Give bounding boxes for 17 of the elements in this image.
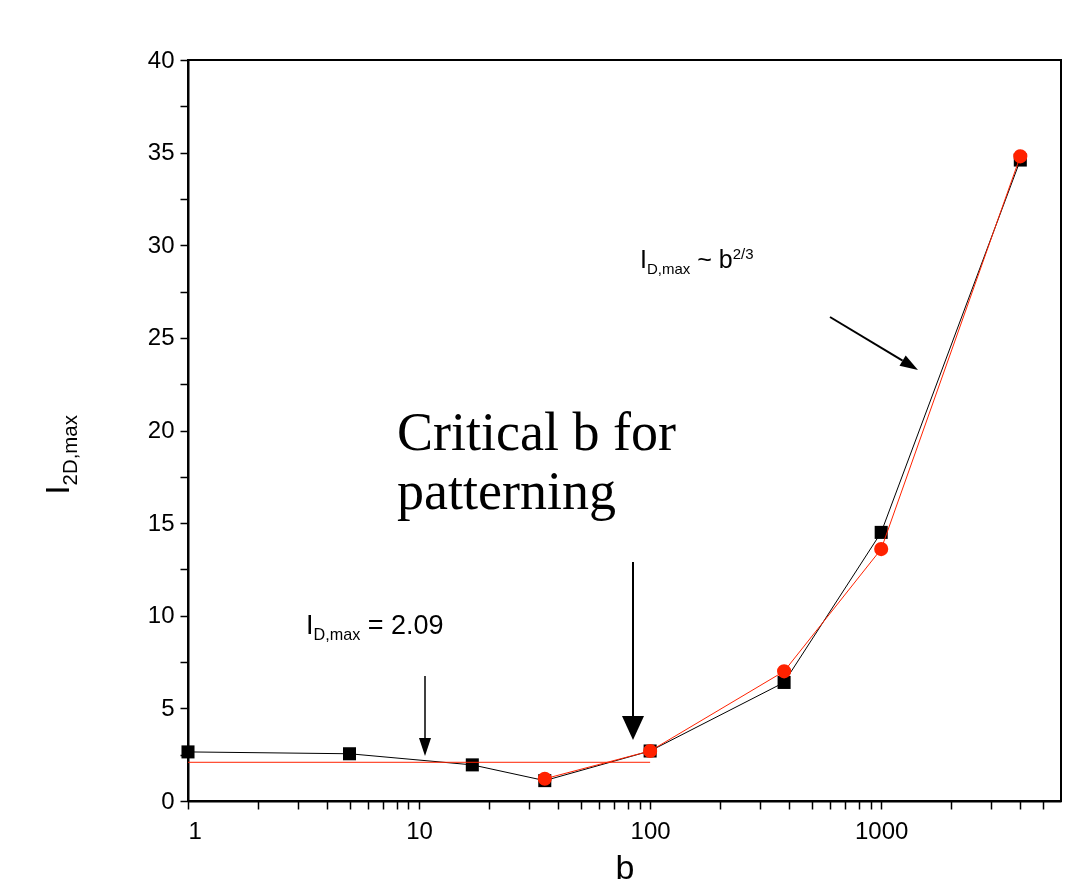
- y-tick-label: 40: [147, 45, 175, 73]
- annotation: I$_{D,max}$ ~ b$^{2/3}$: [640, 245, 754, 278]
- annotation: Critical b for patterning: [397, 402, 677, 522]
- x-axis-title: b: [615, 847, 635, 886]
- y-tick-label: 35: [147, 138, 175, 166]
- y-tick-label: 0: [161, 786, 175, 814]
- y-tick-label: 5: [161, 693, 175, 721]
- y-tick-label: 15: [147, 508, 175, 536]
- annotation: I$_{D,max}$ = 2.09: [306, 610, 444, 645]
- y-tick-label: 20: [147, 416, 175, 443]
- y-tick-label: 25: [147, 323, 175, 351]
- x-tick-label: 10: [406, 816, 433, 844]
- y-tick-label: 30: [147, 230, 175, 258]
- y-tick-label: 10: [147, 601, 175, 629]
- x-tick-label: 100: [630, 816, 671, 844]
- x-tick-label: 1000: [855, 816, 909, 844]
- x-tick-label: 1: [188, 816, 202, 844]
